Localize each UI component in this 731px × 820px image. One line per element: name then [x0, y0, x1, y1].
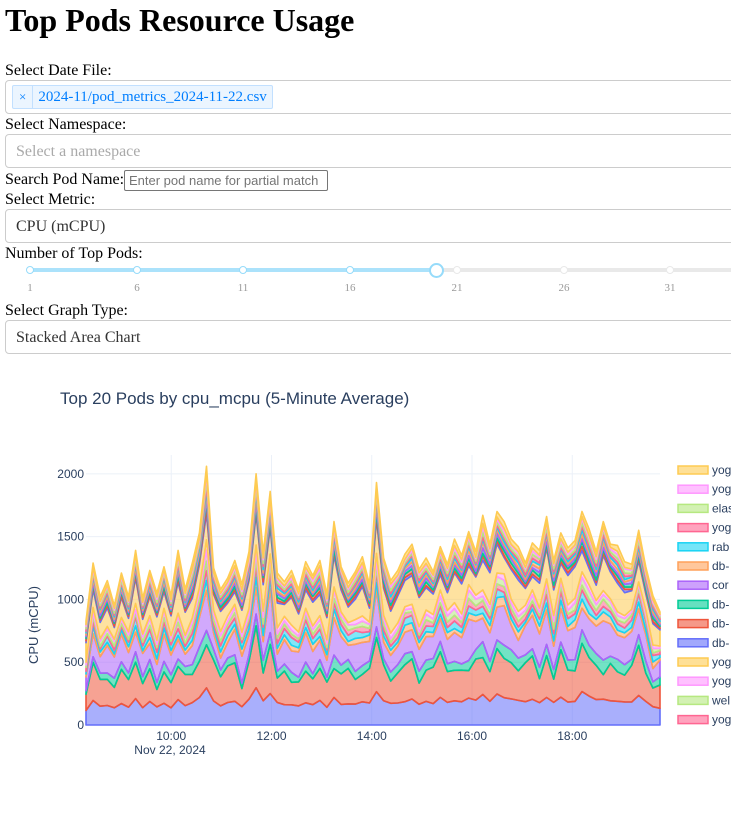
legend-item[interactable]: yog — [677, 482, 731, 496]
legend-item[interactable]: yog — [677, 655, 731, 669]
legend-item[interactable]: rab — [677, 540, 730, 554]
date-file-value: 2024-11/pod_metrics_2024-11-22.csv — [38, 88, 267, 105]
legend-swatch — [677, 676, 709, 686]
legend-swatch — [677, 599, 709, 610]
legend-label: rab — [712, 540, 730, 554]
y-axis-title: CPU (mCPU) — [26, 586, 41, 664]
top-pods-slider[interactable] — [26, 263, 731, 278]
metric-value: CPU (mCPU) — [16, 218, 106, 235]
legend-label: db- — [712, 617, 729, 631]
legend-item[interactable]: db- — [677, 597, 729, 611]
y-tick-label: 1500 — [57, 530, 84, 544]
y-axis: 0 500 1000 1500 2000 — [57, 467, 84, 732]
legend-item[interactable]: db- — [677, 636, 729, 650]
metric-select[interactable]: CPU (mCPU) — [5, 209, 731, 243]
slider-mark: 26 — [558, 282, 570, 294]
legend-label: yog — [712, 521, 731, 535]
slider-mark: 11 — [237, 282, 249, 294]
legend-swatch — [677, 695, 709, 706]
legend-label: yog — [712, 655, 731, 669]
legend-item[interactable]: wel — [677, 693, 730, 707]
metric-label: Select Metric: — [5, 191, 96, 208]
date-file-label: Select Date File: — [5, 62, 112, 79]
legend-swatch — [677, 618, 709, 629]
legend-label: wel — [711, 693, 730, 707]
y-tick-label: 0 — [77, 718, 84, 732]
legend-swatch — [677, 503, 709, 514]
slider-mark: 1 — [27, 282, 33, 294]
legend-item[interactable]: db- — [677, 559, 729, 573]
remove-chip-icon[interactable]: × — [13, 86, 34, 108]
x-axis: 10:00 12:00 14:00 16:00 18:00 — [156, 729, 587, 743]
x-tick-label: 16:00 — [457, 729, 487, 743]
top-pods-label: Number of Top Pods: — [5, 245, 143, 262]
legend-swatch — [677, 542, 709, 552]
chart-areas[interactable] — [85, 465, 661, 726]
legend-swatch — [677, 580, 709, 590]
slider-mark: 16 — [344, 282, 356, 294]
legend-swatch — [677, 657, 709, 667]
slider-step-dot[interactable] — [560, 266, 568, 274]
legend-swatch — [677, 522, 709, 533]
legend-item[interactable]: cor — [677, 578, 729, 592]
legend-label: cor — [712, 578, 729, 592]
page-title: Top Pods Resource Usage — [5, 2, 355, 38]
namespace-label: Select Namespace: — [5, 116, 127, 133]
slider-mark: 6 — [134, 282, 140, 294]
legend-label: yog — [712, 713, 731, 727]
date-file-chip: × 2024-11/pod_metrics_2024-11-22.csv — [12, 85, 273, 109]
legend-label: elas — [712, 501, 731, 515]
date-file-select[interactable]: × 2024-11/pod_metrics_2024-11-22.csv — [5, 80, 731, 114]
chart-legend[interactable]: yog yog elas yog rab db-cor db-db-db-yog yog wel… — [677, 463, 731, 727]
chart-title: Top 20 Pods by cpu_mcpu (5-Minute Averag… — [60, 389, 410, 408]
legend-label: db- — [712, 597, 729, 611]
x-tick-label: 18:00 — [557, 729, 587, 743]
x-tick-label: 14:00 — [357, 729, 387, 743]
legend-item[interactable]: yog — [677, 463, 731, 477]
slider-step-dot[interactable] — [453, 266, 461, 274]
legend-item[interactable]: db- — [677, 617, 729, 631]
legend-item[interactable]: elas — [677, 501, 731, 515]
graph-type-select[interactable]: Stacked Area Chart — [5, 320, 731, 354]
legend-label: yog — [712, 463, 731, 477]
legend-label: yog — [712, 482, 731, 496]
y-tick-label: 500 — [64, 655, 84, 669]
legend-label: yog — [712, 674, 731, 688]
x-tick-label: 10:00 — [156, 729, 186, 743]
legend-item[interactable]: yog — [677, 521, 731, 535]
legend-swatch — [677, 638, 709, 648]
legend-swatch — [677, 465, 709, 475]
legend-swatch — [677, 561, 709, 571]
slider-handle[interactable] — [429, 263, 444, 278]
legend-swatch — [677, 484, 709, 494]
x-axis-date-label: Nov 22, 2024 — [134, 743, 206, 757]
stacked-area-chart[interactable]: 0 500 1000 1500 2000 10:00 12:00 14:00 16:00 18:… — [0, 440, 731, 820]
graph-type-value: Stacked Area Chart — [16, 329, 141, 346]
pod-search-input[interactable] — [124, 170, 328, 191]
legend-swatch — [677, 714, 709, 725]
legend-item[interactable]: yog — [677, 674, 731, 688]
graph-type-label: Select Graph Type: — [5, 302, 128, 319]
pod-search-label: Search Pod Name: — [5, 171, 125, 188]
namespace-select[interactable]: Select a namespace — [5, 134, 731, 168]
slider-step-dot[interactable] — [666, 266, 674, 274]
slider-mark: 31 — [664, 282, 676, 294]
slider-mark: 21 — [451, 282, 463, 294]
slider-step-dot[interactable] — [26, 266, 34, 274]
y-tick-label: 1000 — [57, 592, 84, 606]
legend-label: db- — [712, 559, 729, 573]
slider-step-dot[interactable] — [133, 266, 141, 274]
legend-item[interactable]: yog — [677, 713, 731, 727]
slider-step-dot[interactable] — [239, 266, 247, 274]
x-tick-label: 12:00 — [256, 729, 286, 743]
y-tick-label: 2000 — [57, 467, 84, 481]
slider-track — [30, 268, 436, 272]
area-series[interactable] — [85, 465, 661, 626]
legend-label: db- — [712, 636, 729, 650]
slider-step-dot[interactable] — [346, 266, 354, 274]
namespace-placeholder: Select a namespace — [16, 143, 141, 160]
